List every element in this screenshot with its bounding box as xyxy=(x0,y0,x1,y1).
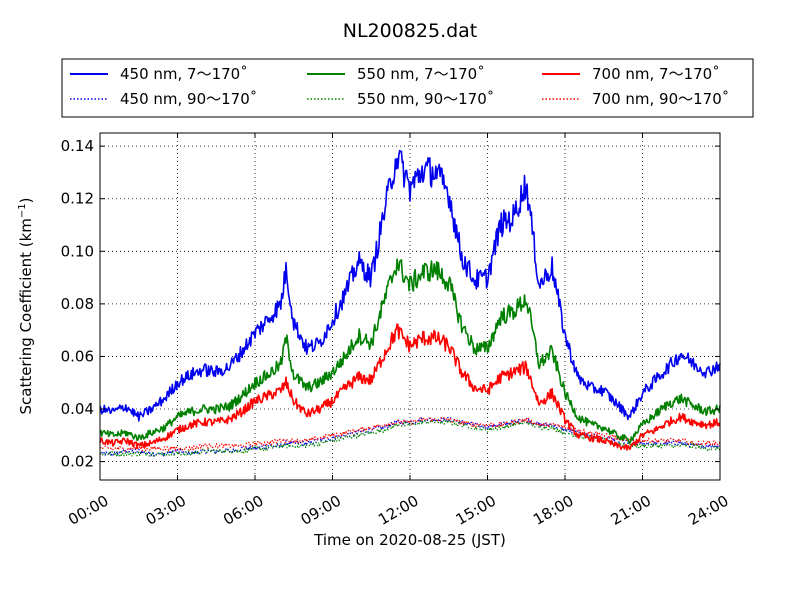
legend: 450 nm, 7～170˚ 450 nm, 90～170˚ 550 nm, 7～1… xyxy=(61,58,754,118)
y-tick-label: 0.04 xyxy=(61,400,94,418)
y-axis-label-main: Scattering Coefficient (km xyxy=(17,218,35,414)
legend-label: 550 nm, 90～170˚ xyxy=(357,90,494,108)
legend-label: 700 nm, 7～170˚ xyxy=(592,65,720,83)
legend-label: 450 nm, 90～170˚ xyxy=(120,90,257,108)
y-tick-label: 0.02 xyxy=(61,453,94,471)
x-axis-label: Time on 2020-08-25 (JST) xyxy=(313,531,506,549)
y-tick-label: 0.12 xyxy=(61,190,94,208)
y-tick-label: 0.06 xyxy=(61,347,94,365)
series-line xyxy=(99,323,721,451)
chart-title: NL200825.dat xyxy=(343,20,478,42)
data-series xyxy=(99,149,721,457)
y-tick-label: 0.14 xyxy=(61,137,94,155)
series-line xyxy=(99,258,721,444)
series-line xyxy=(99,149,721,422)
y-axis-label: Scattering Coefficient (km−1) xyxy=(17,197,35,414)
y-axis-label-close: ) xyxy=(17,197,35,203)
legend-frame xyxy=(61,58,754,118)
legend-label: 700 nm, 90～170˚ xyxy=(592,90,729,108)
series-line xyxy=(99,417,721,452)
y-axis-label-unit-exponent: −1 xyxy=(17,203,28,218)
legend-label: 450 nm, 7～170˚ xyxy=(120,65,248,83)
y-tick-label: 0.10 xyxy=(61,242,94,260)
y-tick-label: 0.08 xyxy=(61,295,94,313)
grid-lines xyxy=(100,133,720,480)
legend-label: 550 nm, 7～170˚ xyxy=(357,65,485,83)
